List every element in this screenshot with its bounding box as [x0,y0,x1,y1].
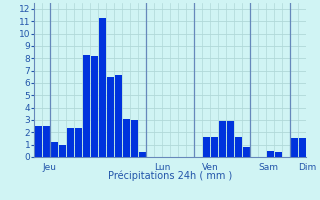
Bar [107,77,114,157]
Bar [99,18,106,157]
Bar [91,56,98,157]
Bar [35,126,42,157]
Bar [131,120,138,157]
Bar [275,152,282,157]
Text: Lun: Lun [154,163,171,172]
Bar [75,128,82,157]
Bar [43,126,50,157]
Bar [291,138,298,157]
Bar [219,121,226,157]
Bar [139,152,146,157]
Bar [115,75,122,157]
Bar [227,121,234,157]
Bar [243,147,250,157]
Bar [267,151,274,157]
Text: Ven: Ven [202,163,219,172]
Text: Dim: Dim [298,163,316,172]
Text: Jeu: Jeu [43,163,56,172]
Bar [51,142,58,157]
Bar [59,145,66,157]
Bar [123,119,130,157]
Bar [83,55,90,157]
Bar [67,128,74,157]
Text: Sam: Sam [258,163,278,172]
Bar [235,137,242,157]
Bar [203,137,210,157]
Bar [299,138,306,157]
X-axis label: Précipitations 24h ( mm ): Précipitations 24h ( mm ) [108,171,233,181]
Bar [211,137,218,157]
